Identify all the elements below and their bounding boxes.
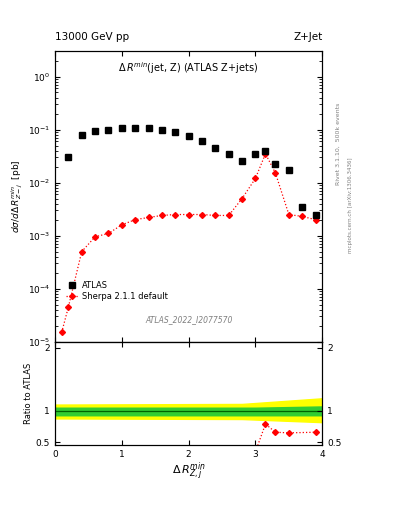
ATLAS bbox=[213, 145, 218, 151]
Sherpa 2.1.1 default bbox=[253, 175, 258, 181]
Text: Z+Jet: Z+Jet bbox=[293, 32, 322, 42]
Sherpa 2.1.1 default bbox=[119, 222, 124, 228]
ATLAS bbox=[253, 151, 258, 157]
ATLAS bbox=[226, 151, 231, 157]
Text: Rivet 3.1.10,  500k events: Rivet 3.1.10, 500k events bbox=[336, 102, 341, 184]
Sherpa 2.1.1 default bbox=[263, 151, 268, 157]
Sherpa 2.1.1 default bbox=[79, 248, 84, 254]
ATLAS bbox=[186, 133, 191, 139]
Y-axis label: Ratio to ATLAS: Ratio to ATLAS bbox=[24, 363, 33, 424]
Line: Sherpa 2.1.1 default: Sherpa 2.1.1 default bbox=[60, 152, 318, 334]
ATLAS bbox=[173, 129, 178, 135]
ATLAS bbox=[313, 211, 318, 218]
Text: ATLAS_2022_I2077570: ATLAS_2022_I2077570 bbox=[145, 315, 232, 324]
ATLAS bbox=[200, 138, 204, 144]
Sherpa 2.1.1 default bbox=[59, 329, 64, 335]
Sherpa 2.1.1 default bbox=[106, 230, 111, 237]
ATLAS bbox=[160, 126, 164, 133]
Sherpa 2.1.1 default bbox=[93, 233, 97, 240]
Line: ATLAS: ATLAS bbox=[65, 125, 319, 218]
ATLAS bbox=[146, 125, 151, 132]
X-axis label: $\Delta\,R^{min}_{Z,j}$: $\Delta\,R^{min}_{Z,j}$ bbox=[172, 461, 206, 483]
Sherpa 2.1.1 default bbox=[200, 211, 204, 218]
ATLAS bbox=[286, 167, 291, 174]
Sherpa 2.1.1 default bbox=[300, 214, 305, 220]
Sherpa 2.1.1 default bbox=[186, 211, 191, 218]
ATLAS bbox=[263, 147, 268, 154]
Sherpa 2.1.1 default bbox=[66, 304, 71, 310]
Sherpa 2.1.1 default bbox=[286, 211, 291, 218]
Text: $\Delta\,R^{min}$(jet, Z) (ATLAS Z+jets): $\Delta\,R^{min}$(jet, Z) (ATLAS Z+jets) bbox=[119, 60, 259, 76]
ATLAS bbox=[106, 126, 111, 133]
Text: 13000 GeV pp: 13000 GeV pp bbox=[55, 32, 129, 42]
Text: mcplots.cern.ch [arXiv:1306.3436]: mcplots.cern.ch [arXiv:1306.3436] bbox=[348, 157, 353, 252]
Y-axis label: $d\sigma/d\Delta\,R^{min}_{Z-j}$  [pb]: $d\sigma/d\Delta\,R^{min}_{Z-j}$ [pb] bbox=[9, 160, 25, 233]
ATLAS bbox=[119, 125, 124, 132]
Sherpa 2.1.1 default bbox=[160, 212, 164, 219]
Sherpa 2.1.1 default bbox=[213, 212, 218, 219]
Sherpa 2.1.1 default bbox=[133, 217, 138, 223]
ATLAS bbox=[133, 125, 138, 132]
ATLAS bbox=[66, 154, 71, 160]
Sherpa 2.1.1 default bbox=[273, 170, 278, 176]
ATLAS bbox=[240, 158, 244, 164]
Sherpa 2.1.1 default bbox=[240, 196, 244, 202]
ATLAS bbox=[300, 204, 305, 210]
Legend: ATLAS, Sherpa 2.1.1 default: ATLAS, Sherpa 2.1.1 default bbox=[64, 280, 169, 303]
ATLAS bbox=[93, 127, 97, 134]
ATLAS bbox=[79, 132, 84, 138]
Sherpa 2.1.1 default bbox=[173, 211, 178, 218]
ATLAS bbox=[273, 161, 278, 167]
Sherpa 2.1.1 default bbox=[313, 217, 318, 223]
Sherpa 2.1.1 default bbox=[226, 212, 231, 219]
Sherpa 2.1.1 default bbox=[146, 215, 151, 221]
